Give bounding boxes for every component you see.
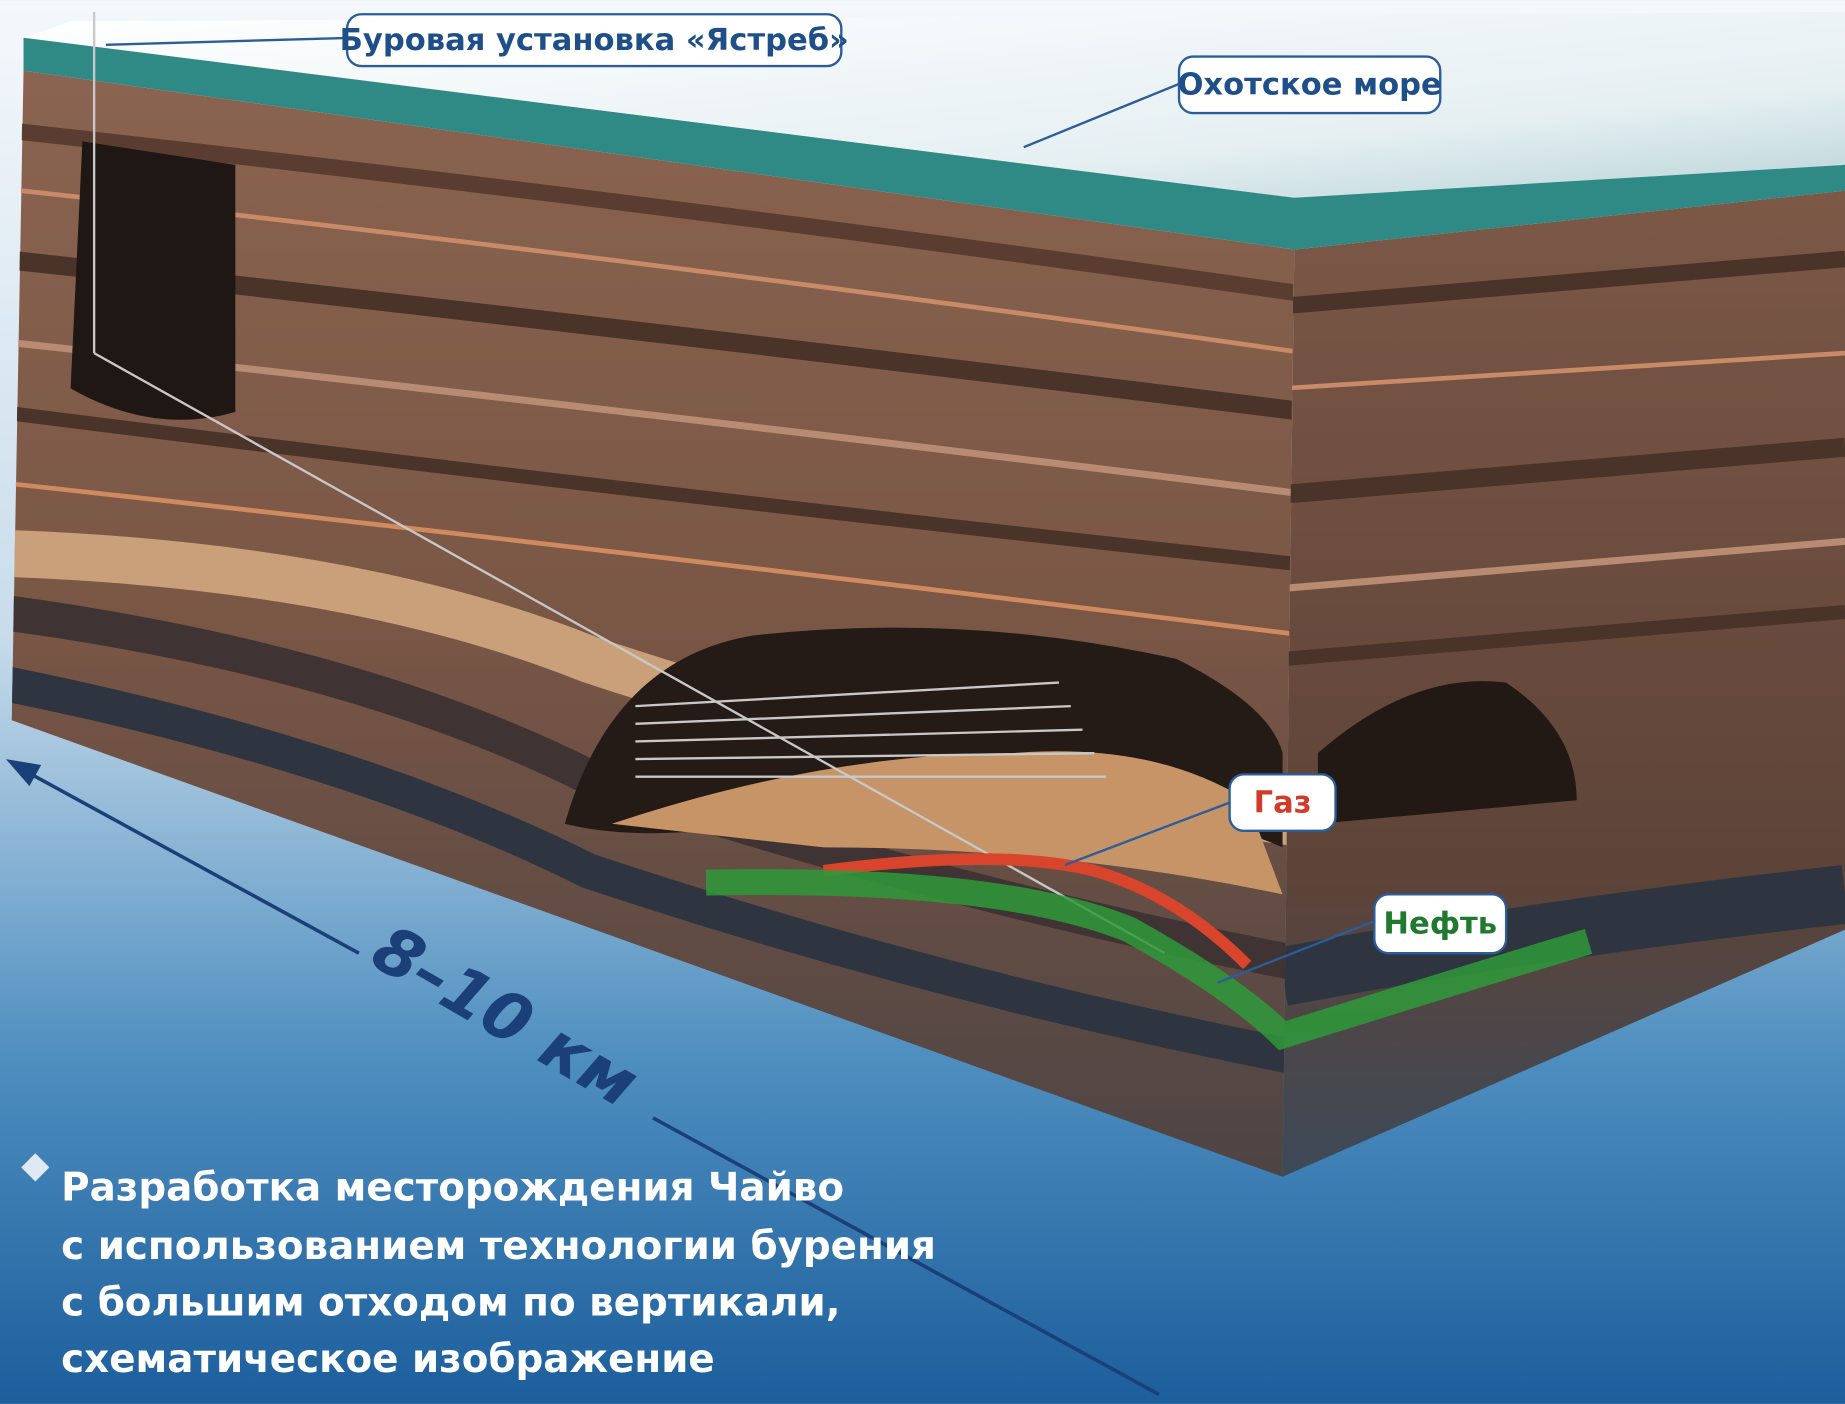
- sea-water: [23, 37, 1845, 250]
- caption-line: Разработка месторождения Чайво: [61, 1165, 844, 1210]
- label-box: [1373, 893, 1508, 955]
- distance-arrow: [13, 763, 1160, 1397]
- reservoir: [611, 751, 1283, 895]
- strata-side: [1282, 250, 1845, 1006]
- bullet: [21, 1153, 50, 1182]
- caption-line: схематическое изображение: [61, 1337, 715, 1382]
- label-box: [1228, 773, 1337, 833]
- gas-band: [822, 853, 1252, 970]
- label-box: [345, 13, 843, 68]
- caption-line: с большим отходом по вертикали,: [61, 1281, 840, 1326]
- pointers: [105, 36, 1378, 984]
- rig-label: Буровая установка «Ястреб»: [340, 23, 849, 58]
- oil-band: [705, 869, 1593, 1051]
- cavity: [1317, 681, 1577, 824]
- sea-label: Охотское море: [1177, 68, 1441, 103]
- wells: [92, 11, 1166, 955]
- caption-line: с использованием технологии бурения: [61, 1224, 936, 1269]
- cavity: [70, 141, 236, 420]
- gas-label: Газ: [1254, 785, 1312, 820]
- oil-label: Нефть: [1383, 906, 1497, 941]
- label-box: [1177, 55, 1442, 115]
- arrow-head: [5, 759, 42, 787]
